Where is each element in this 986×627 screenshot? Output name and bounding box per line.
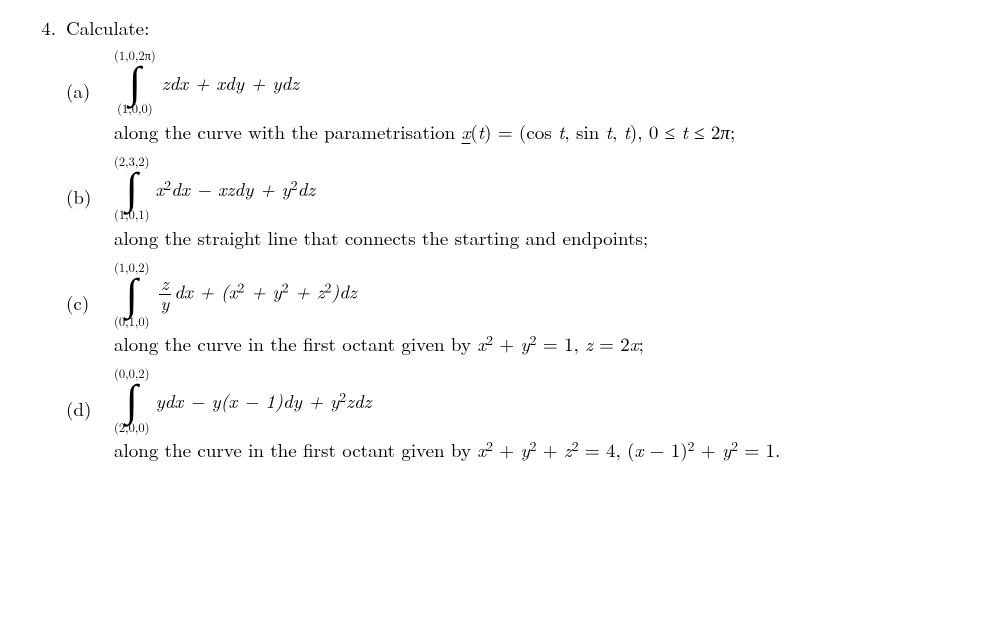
subpart: (c)(1,0,2)∫(0,1,0)zydx + (x2 + y2 + z2)d… [66, 261, 962, 363]
subpart-content: (0,0,2)∫(2,0,0)ydx − y(x − 1)dy + y2zdza… [114, 367, 962, 469]
integral-sign: ∫ [129, 63, 141, 103]
subpart-description: along the straight line that connects th… [114, 224, 962, 251]
subpart: (b)(2,3,2)∫(1,0,1)x2dx − xzdy + y2dzalon… [66, 155, 962, 257]
subpart-description: along the curve in the first octant give… [114, 330, 962, 357]
integral-symbol: (2,3,2)∫(1,0,1) [114, 155, 149, 222]
subpart-content: (1,0,2π)∫(1,0,0)zdx + xdy + ydzalong the… [114, 49, 962, 151]
lower-limit: (0,1,0) [114, 315, 149, 329]
subpart: (d)(0,0,2)∫(2,0,0)ydx − y(x − 1)dy + y2z… [66, 367, 962, 469]
subparts-container: (a)(1,0,2π)∫(1,0,0)zdx + xdy + ydzalong … [66, 49, 962, 469]
subpart-label: (d) [66, 367, 114, 422]
integral-symbol: (0,0,2)∫(2,0,0) [114, 367, 149, 434]
subpart-label: (b) [66, 155, 114, 210]
subpart-label: (c) [66, 261, 114, 316]
integral-row: (1,0,2π)∫(1,0,0)zdx + xdy + ydz [114, 49, 962, 116]
integral-symbol: (1,0,2π)∫(1,0,0) [114, 49, 156, 116]
subpart-content: (2,3,2)∫(1,0,1)x2dx − xzdy + y2dzalong t… [114, 155, 962, 257]
subpart-content: (1,0,2)∫(0,1,0)zydx + (x2 + y2 + z2)dzal… [114, 261, 962, 363]
integrand: ydx − y(x − 1)dy + y2zdz [155, 387, 371, 414]
integrand: zdx + xdy + ydz [162, 69, 299, 96]
integral-row: (2,3,2)∫(1,0,1)x2dx − xzdy + y2dz [114, 155, 962, 222]
problem-number: 4. [24, 14, 66, 41]
integral-row: (0,0,2)∫(2,0,0)ydx − y(x − 1)dy + y2zdz [114, 367, 962, 434]
integral-row: (1,0,2)∫(0,1,0)zydx + (x2 + y2 + z2)dz [114, 261, 962, 328]
subpart-description: along the curve with the parametrisation… [114, 118, 962, 145]
subpart-description: along the curve in the first octant give… [114, 436, 962, 463]
integrand: x2dx − xzdy + y2dz [155, 175, 315, 202]
integral-symbol: (1,0,2)∫(0,1,0) [114, 261, 149, 328]
integral-sign: ∫ [126, 169, 138, 209]
problem-row: 4. Calculate: (a)(1,0,2π)∫(1,0,0)zdx + x… [24, 14, 962, 473]
integral-sign: ∫ [126, 381, 138, 421]
lower-limit: (2,0,0) [114, 421, 149, 435]
lower-limit: (1,0,1) [114, 208, 149, 222]
page: 4. Calculate: (a)(1,0,2π)∫(1,0,0)zdx + x… [0, 0, 986, 487]
subpart: (a)(1,0,2π)∫(1,0,0)zdx + xdy + ydzalong … [66, 49, 962, 151]
problem-stem: Calculate: [66, 14, 962, 41]
problem-body: Calculate: (a)(1,0,2π)∫(1,0,0)zdx + xdy … [66, 14, 962, 473]
integrand: zydx + (x2 + y2 + z2)dz [155, 275, 356, 314]
integral-sign: ∫ [126, 275, 138, 315]
subpart-label: (a) [66, 49, 114, 104]
lower-limit: (1,0,0) [117, 102, 152, 116]
